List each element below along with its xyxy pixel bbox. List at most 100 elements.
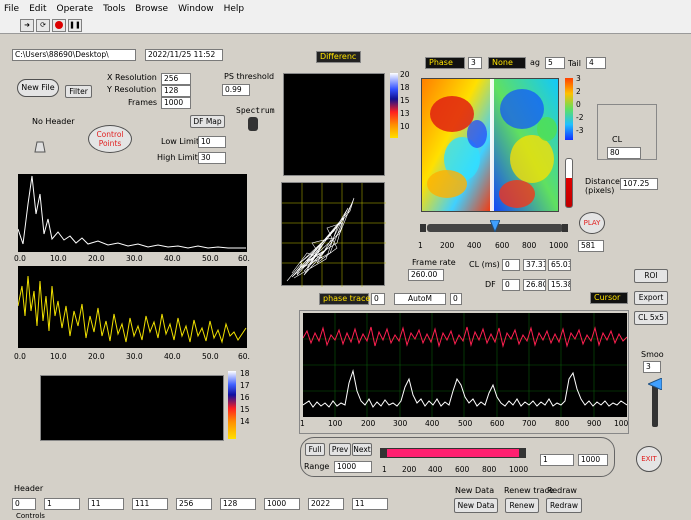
frames-field[interactable]: 1000 <box>161 97 191 109</box>
range-tick: 600 <box>455 465 470 474</box>
high-limit-field[interactable]: 30 <box>198 152 226 164</box>
phase-scale: 3 2 0 -2 -3 <box>576 74 583 139</box>
overlay-selector[interactable]: None <box>488 57 526 69</box>
low-limit-field[interactable]: 10 <box>198 136 226 148</box>
cursor-selector[interactable]: Cursor <box>590 292 628 304</box>
frames-label: Frames <box>128 98 158 107</box>
roi-button[interactable]: ROI <box>634 269 668 283</box>
spectrum-tick: 10.0 <box>50 254 67 263</box>
waveform-tick: 1 <box>300 419 305 428</box>
distance-label: Distance (pixels) <box>585 177 620 195</box>
prev-button[interactable]: Prev <box>329 443 351 456</box>
menu-edit[interactable]: Edit <box>29 4 47 14</box>
tail-field[interactable]: 4 <box>586 57 606 69</box>
renew-button[interactable]: Renew <box>505 498 539 513</box>
frame-field[interactable]: 581 <box>578 240 604 252</box>
x-resolution-field[interactable]: 256 <box>161 73 191 85</box>
phase-level-gauge[interactable] <box>565 158 573 208</box>
new-data-button[interactable]: New Data <box>454 498 498 513</box>
range-left-arrow-icon[interactable] <box>380 448 386 458</box>
play-button[interactable]: PLAY <box>579 212 605 234</box>
range-field[interactable]: 1000 <box>334 461 372 473</box>
run-arrow-icon[interactable]: ➜ <box>20 19 34 32</box>
x-resolution-label: X Resolution <box>107 73 157 82</box>
spectrum-tick: 20.0 <box>88 254 105 263</box>
menu-operate[interactable]: Operate <box>56 4 94 14</box>
header-field[interactable]: 256 <box>176 498 212 510</box>
phase-selector[interactable]: Phase <box>425 57 465 69</box>
header-field[interactable]: 0 <box>12 498 36 510</box>
menu-bar: File Edit Operate Tools Browse Window He… <box>0 0 691 17</box>
header-field[interactable]: 1 <box>44 498 80 510</box>
next-button[interactable]: Next <box>352 443 372 456</box>
filter-button[interactable]: Filter <box>65 85 92 98</box>
slider-tick: 400 <box>467 241 482 250</box>
cl-spin-field[interactable]: 0 <box>502 259 520 271</box>
header-field[interactable]: 128 <box>220 498 256 510</box>
y-resolution-field[interactable]: 128 <box>161 85 191 97</box>
auto-number-field[interactable]: 0 <box>450 293 462 305</box>
new-file-button[interactable]: New File <box>17 79 59 97</box>
header-field[interactable]: 2022 <box>308 498 344 510</box>
range-end-field[interactable]: 1000 <box>578 454 608 466</box>
waveform-tick: 300 <box>393 419 408 428</box>
spectrum-toggle[interactable] <box>248 117 258 131</box>
frame-rate-field[interactable]: 260.00 <box>408 269 444 281</box>
waveform-tick: 700 <box>522 419 537 428</box>
cl-field[interactable]: 80 <box>607 147 641 159</box>
avg-field[interactable]: 5 <box>545 57 565 69</box>
frame-slider-thumb[interactable] <box>489 219 501 234</box>
menu-browse[interactable]: Browse <box>135 4 169 14</box>
header-values: 0 1 11 111 256 128 1000 2022 11 <box>12 498 388 510</box>
df-map-button[interactable]: DF Map <box>190 115 225 128</box>
range-right-arrow-icon[interactable] <box>520 448 526 458</box>
df-scale-tick: 15 <box>240 405 250 414</box>
path-indicator[interactable]: C:\Users\88690\Desktop\ <box>12 49 136 61</box>
header-toggle-icon[interactable] <box>34 140 46 154</box>
y-resolution-label: Y Resolution <box>107 85 157 94</box>
phase-trace-selector[interactable]: phase trace <box>319 293 370 305</box>
spectrum-tick: 50.0 <box>202 254 219 263</box>
slider-left-arrow-icon[interactable] <box>420 224 426 232</box>
menu-help[interactable]: Help <box>223 4 245 14</box>
difference-selector[interactable]: Differenc <box>316 51 361 63</box>
header-field[interactable]: 111 <box>132 498 168 510</box>
full-button[interactable]: Full <box>305 443 325 456</box>
run-continuous-icon[interactable]: ⟳ <box>36 19 50 32</box>
trace-number-field[interactable]: 0 <box>371 293 385 305</box>
slider-right-arrow-icon[interactable] <box>562 224 568 232</box>
signal-tick: 30.0 <box>126 352 143 361</box>
smoothing-field[interactable]: 3 <box>643 361 661 373</box>
avg-label: ag <box>530 58 540 67</box>
smoothing-slider[interactable] <box>652 383 658 427</box>
waveform-trace <box>302 313 628 417</box>
df-spin-field[interactable]: 0 <box>502 279 520 291</box>
smoothing-slider-thumb[interactable] <box>646 377 663 391</box>
spectrum-tick: 60. <box>238 254 250 263</box>
cl5x5-button[interactable]: CL 5x5 <box>634 311 668 325</box>
redraw-button[interactable]: Redraw <box>546 498 582 513</box>
header-field[interactable]: 11 <box>88 498 124 510</box>
range-slider[interactable] <box>386 448 520 458</box>
difference-colorbar <box>390 73 398 138</box>
header-field[interactable]: 11 <box>352 498 388 510</box>
range-tick: 1000 <box>509 465 529 474</box>
control-points-button[interactable]: Control Points <box>88 125 132 153</box>
cl-label: CL <box>612 135 623 144</box>
menu-window[interactable]: Window <box>178 4 214 14</box>
signal-tick: 50.0 <box>202 352 219 361</box>
menu-file[interactable]: File <box>4 4 20 14</box>
range-start-field[interactable]: 1 <box>540 454 574 466</box>
menu-tools[interactable]: Tools <box>103 4 126 14</box>
auto-mode-selector[interactable]: AutoM <box>394 293 446 305</box>
difference-scale-tick: 10 <box>400 122 410 131</box>
spectrum-trace <box>17 175 246 249</box>
exit-button[interactable]: EXIT <box>636 446 662 472</box>
phase-number-field[interactable]: 3 <box>468 57 482 69</box>
signal-tick: 60. <box>238 352 250 361</box>
pause-icon[interactable]: ❚❚ <box>68 19 82 32</box>
abort-icon[interactable] <box>52 19 66 32</box>
export-button[interactable]: Export <box>634 291 668 305</box>
ps-threshold-field[interactable]: 0.99 <box>222 84 250 96</box>
header-field[interactable]: 1000 <box>264 498 300 510</box>
